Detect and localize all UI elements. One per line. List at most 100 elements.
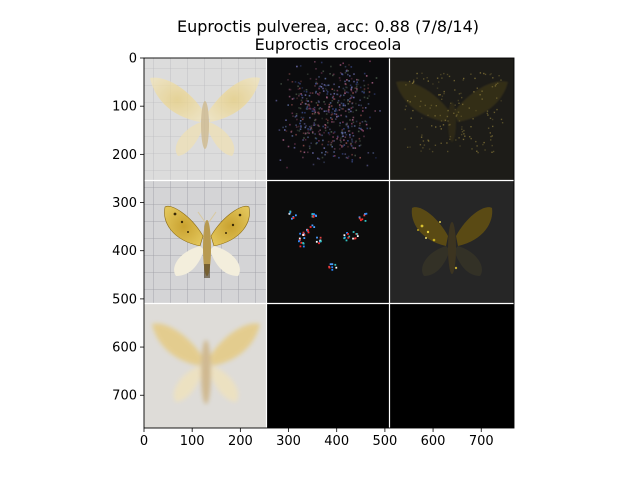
saliency-pixel	[307, 151, 309, 154]
saliency-pixel	[308, 103, 310, 106]
saliency-pixel	[367, 152, 370, 154]
overlay-pixel	[491, 86, 494, 88]
saliency-pixel	[330, 105, 333, 107]
saliency-pixel	[332, 95, 335, 98]
overlay-pixel	[407, 100, 409, 102]
saliency-pixel	[330, 117, 332, 119]
saliency-pixel	[302, 234, 305, 236]
saliency-pixel	[362, 79, 365, 82]
saliency-pixel	[325, 113, 328, 115]
overlay-pixel	[447, 109, 449, 112]
saliency-pixel	[344, 92, 346, 95]
saliency-pixel	[321, 151, 323, 154]
image-grid	[144, 58, 514, 428]
saliency-pixel	[336, 93, 339, 96]
saliency-pixel	[342, 104, 345, 107]
saliency-pixel	[339, 95, 341, 98]
overlay-pixel	[482, 143, 484, 146]
overlay-pixel	[453, 112, 455, 114]
saliency-pixel	[345, 239, 348, 242]
saliency-pixel	[344, 104, 346, 107]
saliency-pixel	[340, 94, 342, 97]
saliency-pixel	[330, 114, 333, 116]
saliency-pixel	[340, 107, 343, 110]
overlay-pixel	[471, 148, 473, 150]
saliency-pixel	[346, 69, 348, 71]
saliency-pixel	[328, 103, 331, 106]
saliency-pixel	[334, 263, 337, 266]
overlay-pixel	[443, 90, 445, 93]
saliency-pixel	[297, 81, 300, 84]
saliency-pixel	[314, 137, 317, 139]
saliency-pixel	[317, 157, 319, 160]
saliency-pixel	[317, 104, 319, 106]
overlay-pixel	[440, 128, 442, 130]
overlay-pixel	[448, 124, 450, 126]
saliency-pixel	[329, 128, 331, 131]
saliency-pixel	[298, 237, 301, 240]
saliency-pixel	[318, 112, 320, 115]
panel-r3c2-empty	[267, 304, 389, 428]
saliency-pixel	[294, 116, 297, 118]
saliency-pixel	[291, 81, 294, 83]
saliency-pixel	[332, 108, 334, 110]
saliency-pixel	[349, 142, 352, 145]
saliency-pixel	[303, 90, 306, 93]
saliency-pixel	[350, 88, 352, 91]
saliency-pixel	[352, 111, 354, 113]
saliency-pixel	[354, 141, 357, 144]
saliency-pixel	[359, 122, 361, 125]
saliency-pixel	[350, 87, 353, 90]
x-tick-label: 600	[421, 434, 446, 449]
overlay-pixel	[424, 104, 426, 107]
saliency-pixel	[336, 109, 338, 112]
saliency-pixel	[303, 233, 305, 235]
overlay-pixel	[423, 78, 425, 80]
overlay-pixel	[438, 94, 440, 96]
overlay-pixel	[434, 115, 436, 117]
overlay-pixel	[464, 135, 466, 137]
saliency-pixel	[339, 106, 341, 108]
saliency-pixel	[304, 94, 307, 96]
overlay-pixel	[489, 117, 492, 119]
saliency-pixel	[345, 142, 348, 144]
saliency-pixel	[300, 126, 302, 128]
saliency-pixel	[363, 72, 366, 75]
saliency-pixel	[341, 128, 344, 131]
saliency-pixel	[296, 65, 298, 68]
saliency-pixel	[347, 155, 350, 158]
saliency-pixel	[287, 145, 290, 148]
saliency-pixel	[312, 216, 315, 218]
saliency-pixel	[313, 226, 316, 228]
saliency-pixel	[303, 237, 306, 239]
saliency-pixel	[334, 110, 336, 112]
saliency-pixel	[303, 137, 305, 139]
overlay-pixel	[434, 144, 437, 146]
saliency-pixel	[293, 146, 296, 149]
overlay-pixel	[431, 150, 434, 153]
saliency-pixel	[305, 97, 308, 100]
saliency-pixel	[364, 120, 367, 122]
overlay-pixel	[484, 73, 487, 76]
saliency-pixel	[340, 141, 342, 143]
saliency-pixel	[351, 95, 353, 97]
saliency-pixel	[348, 111, 350, 114]
saliency-pixel	[302, 144, 305, 147]
saliency-pixel	[335, 108, 337, 110]
saliency-pixel	[290, 130, 293, 132]
saliency-pixel	[338, 109, 341, 111]
saliency-pixel	[305, 99, 308, 102]
saliency-pixel	[349, 133, 351, 136]
overlay-pixel	[419, 105, 421, 108]
saliency-pixel	[309, 147, 311, 150]
overlay-pixel	[446, 73, 449, 76]
saliency-pixel	[318, 158, 321, 160]
overlay-pixel	[481, 90, 483, 92]
saliency-pixel	[341, 145, 343, 147]
saliency-pixel	[318, 101, 320, 103]
overlay-pixel	[461, 131, 464, 133]
saliency-pixel	[314, 133, 316, 135]
panel-r2c2-saliency-map	[267, 181, 389, 303]
overlay-pixel	[441, 77, 443, 79]
saliency-pixel	[365, 121, 368, 123]
